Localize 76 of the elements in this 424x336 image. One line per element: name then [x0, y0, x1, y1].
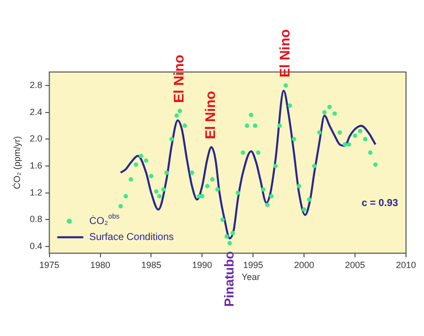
y-tick-label: 1.2 [30, 187, 42, 198]
point [224, 234, 229, 239]
point [296, 184, 302, 188]
point [210, 177, 215, 182]
y-axis-title: ĊO₂ (ppm/yr) [12, 136, 22, 190]
y-tick-label: 1.6 [30, 160, 42, 170]
point [190, 170, 194, 175]
point [164, 170, 169, 175]
point [312, 164, 316, 168]
point [363, 136, 368, 142]
legend-label: Surface Conditions [89, 232, 174, 243]
point [327, 104, 332, 110]
point [230, 230, 235, 236]
point [220, 217, 225, 222]
x-tick-label: 2000 [294, 260, 314, 270]
point [302, 207, 306, 212]
x-axis-title: Year [242, 272, 260, 282]
point [174, 113, 179, 118]
point [277, 123, 282, 128]
point [134, 162, 138, 167]
point [292, 136, 296, 142]
x-tick-label: 1990 [192, 260, 212, 270]
annotation: El Nino [276, 29, 293, 78]
point [215, 187, 220, 192]
annotation: c = 0.93 [362, 198, 398, 209]
point [261, 187, 266, 192]
y-tick-label: 2.4 [30, 106, 42, 117]
point [322, 110, 327, 114]
point [118, 204, 123, 208]
point [240, 150, 246, 155]
y-tick-label: 0.4 [30, 240, 42, 251]
point [317, 130, 322, 135]
point [178, 108, 182, 114]
point [352, 134, 358, 138]
y-tick-label: 2.0 [30, 134, 42, 144]
point [138, 154, 144, 158]
point [256, 150, 260, 155]
x-tick-label: 2010 [396, 260, 416, 270]
point [157, 194, 162, 198]
point [265, 202, 270, 208]
point [182, 123, 188, 128]
y-tick-label: 0.8 [30, 214, 42, 224]
point [169, 136, 174, 142]
point [373, 162, 378, 167]
x-tick-label: 1975 [39, 260, 60, 270]
point [338, 130, 342, 135]
point [124, 194, 128, 198]
point [248, 112, 254, 118]
point [149, 174, 154, 178]
point [227, 240, 232, 246]
annotation: El Nino [170, 54, 187, 103]
x-tick-label: 1980 [90, 260, 110, 270]
point [273, 164, 278, 168]
x-tick-label: 2005 [345, 260, 366, 270]
x-tick-label: 1995 [243, 260, 264, 270]
point [368, 150, 373, 155]
point [205, 184, 210, 188]
point [236, 190, 240, 195]
point [244, 123, 250, 128]
point [332, 111, 337, 116]
point [154, 189, 159, 194]
point [306, 197, 312, 202]
point [161, 187, 166, 192]
point [288, 103, 292, 108]
point [346, 142, 352, 147]
point [128, 177, 134, 182]
point [284, 83, 288, 88]
x-tick-label: 1985 [141, 260, 162, 270]
y-tick-label: 2.8 [30, 80, 42, 90]
point [342, 142, 348, 147]
point [252, 123, 258, 128]
point [269, 194, 274, 198]
point [358, 128, 362, 134]
annotation: Pinatubo [221, 251, 236, 307]
point [144, 158, 148, 163]
annotation: El Nino [202, 90, 218, 140]
